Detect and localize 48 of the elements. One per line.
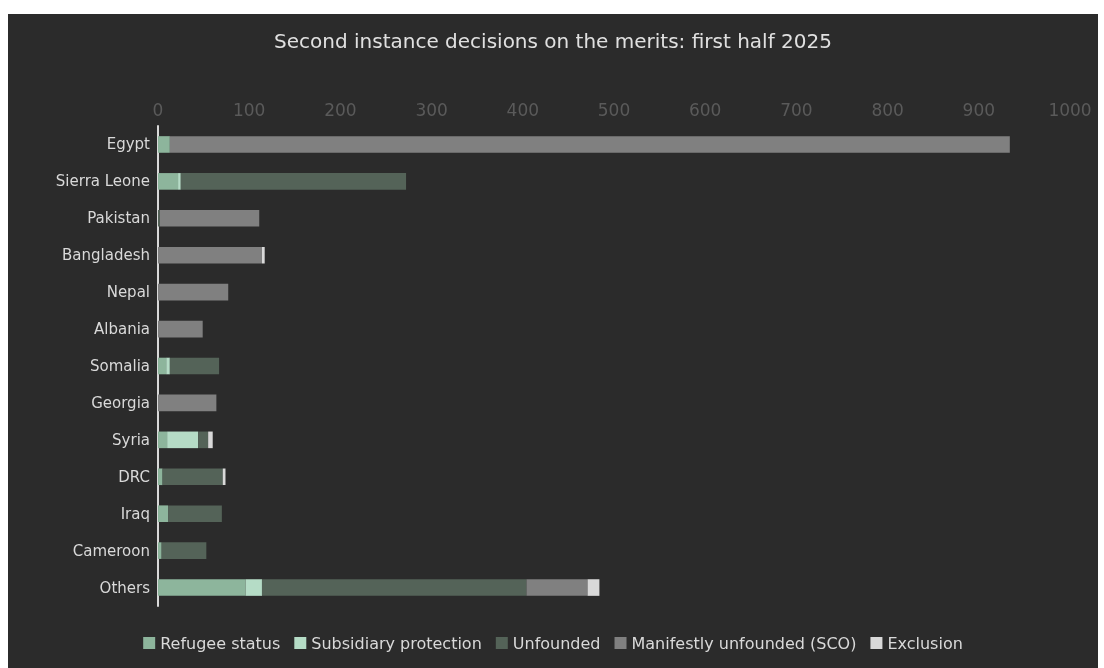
bar bbox=[161, 542, 207, 559]
bar bbox=[158, 283, 229, 301]
bar bbox=[159, 210, 260, 227]
y-tick-label: Georgia bbox=[91, 393, 150, 412]
y-tick-label: Cameroon bbox=[72, 541, 150, 560]
bar bbox=[245, 579, 262, 596]
bar bbox=[261, 579, 527, 596]
legend-label: Refugee status bbox=[160, 633, 281, 653]
bar bbox=[158, 136, 170, 153]
bar bbox=[158, 320, 203, 338]
bar bbox=[158, 468, 163, 486]
y-tick-label: Others bbox=[99, 578, 151, 597]
chart-title: Second instance decisions on the merits: first half 2025 bbox=[274, 29, 832, 53]
bar bbox=[162, 468, 223, 486]
legend-label: Unfounded bbox=[512, 633, 601, 653]
bar bbox=[158, 173, 179, 190]
bar bbox=[158, 394, 217, 412]
bar bbox=[167, 431, 199, 449]
bar bbox=[158, 431, 168, 449]
bar bbox=[158, 542, 162, 559]
bar bbox=[168, 505, 222, 522]
legend-label: Subsidiary protection bbox=[311, 633, 482, 653]
bar bbox=[261, 246, 265, 264]
y-tick-label: Pakistan bbox=[87, 209, 150, 228]
bar bbox=[169, 357, 220, 375]
bar bbox=[158, 579, 246, 596]
bar bbox=[158, 357, 167, 375]
bar bbox=[208, 431, 213, 449]
bar bbox=[198, 431, 209, 449]
bar bbox=[158, 246, 262, 264]
bar bbox=[587, 579, 600, 596]
legend-label: Manifestly unfounded (SCO) bbox=[631, 633, 857, 653]
y-tick-label: Bangladesh bbox=[62, 246, 150, 265]
bar bbox=[526, 579, 588, 596]
y-tick-label: Iraq bbox=[120, 504, 150, 523]
bar bbox=[169, 136, 1010, 153]
y-tick-label: Syria bbox=[112, 430, 150, 449]
bar bbox=[178, 173, 181, 190]
y-tick-label: Nepal bbox=[106, 283, 150, 302]
bar bbox=[180, 173, 407, 190]
y-tick-label: Somalia bbox=[89, 357, 150, 375]
y-tick-label: Sierra Leone bbox=[55, 172, 150, 191]
y-tick-label: Albania bbox=[93, 320, 150, 339]
y-tick-label: Egypt bbox=[106, 135, 151, 154]
bar bbox=[158, 505, 169, 522]
bar bbox=[166, 357, 170, 375]
y-tick-label: DRC bbox=[118, 467, 150, 486]
legend-label: Exclusion bbox=[887, 633, 963, 653]
